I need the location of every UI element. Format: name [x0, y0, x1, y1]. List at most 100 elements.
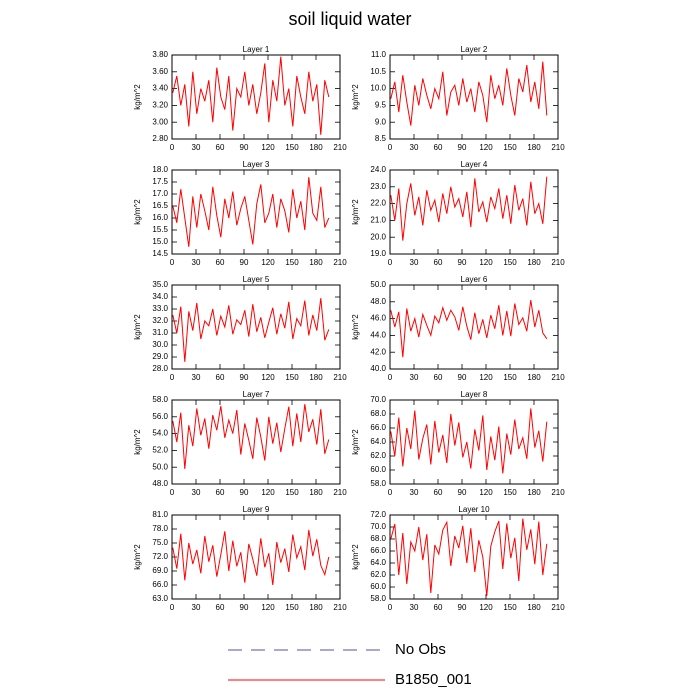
y-tick-label: 60.0: [370, 582, 386, 591]
data-line: [390, 408, 548, 474]
x-tick-label: 60: [434, 603, 443, 612]
x-tick-label: 90: [458, 373, 467, 382]
data-line: [172, 529, 330, 586]
x-tick-label: 210: [551, 603, 565, 612]
x-tick-label: 0: [170, 258, 175, 267]
x-tick-label: 180: [527, 373, 541, 382]
y-tick-label: 78.0: [152, 524, 168, 533]
x-tick-label: 180: [309, 143, 323, 152]
panel-title: Layer 2: [461, 45, 488, 54]
y-axis-label: kg/m^2: [351, 544, 360, 570]
x-tick-label: 0: [170, 488, 175, 497]
y-tick-label: 69.0: [152, 566, 168, 575]
x-tick-label: 120: [261, 603, 275, 612]
y-axis-label: kg/m^2: [133, 314, 142, 340]
x-tick-label: 0: [388, 258, 393, 267]
y-tick-label: 3.00: [152, 117, 168, 126]
y-tick-label: 33.0: [152, 304, 168, 313]
y-tick-label: 50.0: [370, 280, 386, 289]
y-tick-label: 24.0: [370, 165, 386, 174]
y-axis-label: kg/m^2: [133, 199, 142, 225]
y-tick-label: 14.5: [152, 249, 168, 258]
x-tick-label: 120: [261, 373, 275, 382]
y-tick-label: 52.0: [152, 446, 168, 455]
x-tick-label: 60: [216, 603, 225, 612]
y-tick-label: 10.0: [370, 84, 386, 93]
x-tick-label: 30: [192, 258, 201, 267]
y-tick-label: 23.0: [370, 182, 386, 191]
data-line: [390, 518, 548, 597]
x-tick-label: 60: [216, 488, 225, 497]
panel-title: Layer 7: [243, 390, 270, 399]
y-tick-label: 3.40: [152, 84, 168, 93]
x-tick-label: 210: [551, 373, 565, 382]
x-tick-label: 150: [285, 143, 299, 152]
x-tick-label: 120: [479, 143, 493, 152]
plot-frame: [171, 514, 341, 600]
x-tick-label: 90: [240, 603, 249, 612]
y-tick-label: 42.0: [370, 347, 386, 356]
y-tick-label: 70.0: [370, 522, 386, 531]
y-tick-label: 72.0: [370, 510, 386, 519]
panel-title: Layer 5: [243, 275, 270, 284]
y-axis-label: kg/m^2: [351, 84, 360, 110]
y-tick-label: 3.20: [152, 101, 168, 110]
data-line: [172, 298, 330, 362]
plot-frame: [171, 54, 341, 140]
y-tick-label: 16.0: [152, 213, 168, 222]
plot-frame: [171, 399, 341, 485]
y-tick-label: 30.0: [152, 340, 168, 349]
x-tick-label: 120: [479, 258, 493, 267]
x-tick-label: 30: [192, 373, 201, 382]
y-tick-label: 16.5: [152, 201, 168, 210]
data-line: [172, 56, 330, 135]
data-line: [390, 61, 548, 126]
y-tick-label: 62.0: [370, 451, 386, 460]
x-tick-label: 120: [479, 373, 493, 382]
x-tick-label: 150: [503, 373, 517, 382]
y-tick-label: 9.0: [375, 117, 387, 126]
y-tick-label: 46.0: [370, 314, 386, 323]
y-tick-label: 66.0: [152, 580, 168, 589]
x-tick-label: 60: [216, 373, 225, 382]
x-tick-label: 210: [333, 373, 347, 382]
x-tick-label: 30: [192, 603, 201, 612]
x-tick-label: 210: [551, 488, 565, 497]
y-tick-label: 3.60: [152, 67, 168, 76]
y-tick-label: 29.0: [152, 352, 168, 361]
plot-frame: [389, 399, 559, 485]
x-tick-label: 0: [170, 143, 175, 152]
legend-label: B1850_001: [395, 671, 472, 688]
x-tick-label: 60: [434, 373, 443, 382]
y-tick-label: 21.0: [370, 216, 386, 225]
y-tick-label: 60.0: [370, 465, 386, 474]
y-tick-label: 40.0: [370, 364, 386, 373]
y-tick-label: 58.0: [370, 594, 386, 603]
y-tick-label: 17.5: [152, 177, 168, 186]
y-axis-label: kg/m^2: [351, 199, 360, 225]
y-axis-label: kg/m^2: [351, 429, 360, 455]
x-tick-label: 150: [285, 488, 299, 497]
x-tick-label: 150: [285, 373, 299, 382]
y-tick-label: 8.5: [375, 134, 387, 143]
y-tick-label: 58.0: [370, 479, 386, 488]
x-tick-label: 210: [333, 143, 347, 152]
x-tick-label: 180: [527, 258, 541, 267]
x-tick-label: 150: [285, 603, 299, 612]
panel-title: Layer 3: [243, 160, 270, 169]
y-tick-label: 68.0: [370, 534, 386, 543]
x-tick-label: 90: [240, 373, 249, 382]
x-tick-label: 150: [503, 258, 517, 267]
y-tick-label: 68.0: [370, 409, 386, 418]
y-tick-label: 81.0: [152, 510, 168, 519]
y-axis-label: kg/m^2: [133, 429, 142, 455]
y-tick-label: 34.0: [152, 292, 168, 301]
y-tick-label: 48.0: [370, 297, 386, 306]
data-line: [172, 404, 330, 469]
y-tick-label: 72.0: [152, 552, 168, 561]
x-tick-label: 90: [240, 143, 249, 152]
x-tick-label: 30: [192, 488, 201, 497]
x-tick-label: 120: [479, 603, 493, 612]
x-tick-label: 180: [309, 488, 323, 497]
x-tick-label: 60: [434, 488, 443, 497]
